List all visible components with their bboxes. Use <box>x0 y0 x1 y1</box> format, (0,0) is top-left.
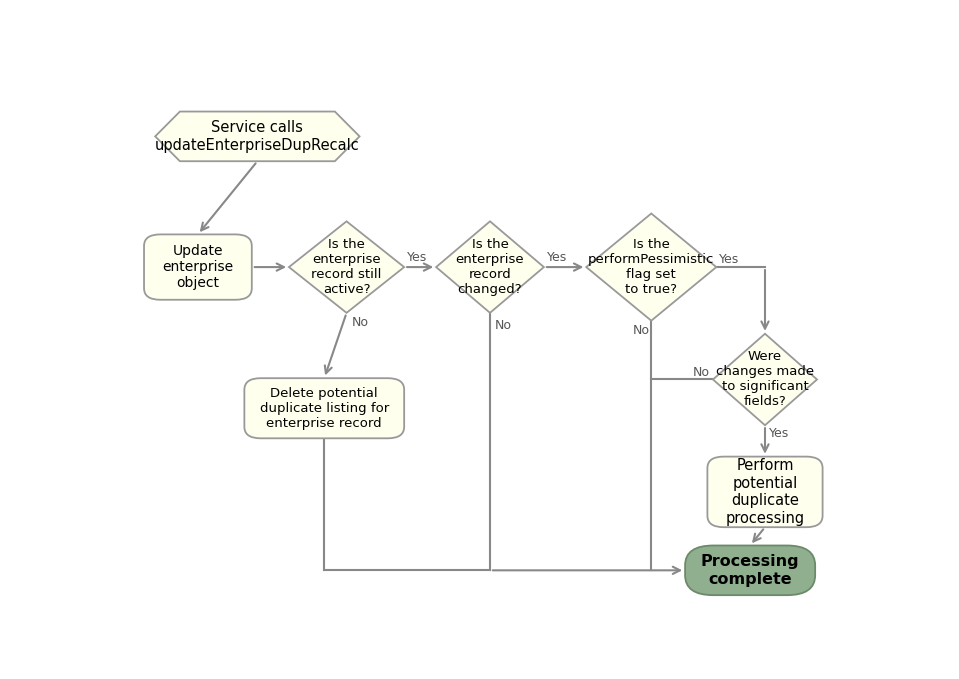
Text: Yes: Yes <box>408 251 428 264</box>
Text: Is the
enterprise
record still
active?: Is the enterprise record still active? <box>312 238 382 296</box>
Text: Yes: Yes <box>719 253 739 266</box>
Text: Perform
potential
duplicate
processing: Perform potential duplicate processing <box>725 458 805 526</box>
FancyBboxPatch shape <box>685 545 815 595</box>
Text: No: No <box>633 324 649 337</box>
Text: Were
changes made
to significant
fields?: Were changes made to significant fields? <box>716 350 814 409</box>
Text: Is the
performPessimistic
flag set
to true?: Is the performPessimistic flag set to tr… <box>588 238 714 296</box>
FancyBboxPatch shape <box>245 378 404 439</box>
Polygon shape <box>713 334 817 425</box>
Polygon shape <box>155 111 360 161</box>
FancyBboxPatch shape <box>144 234 252 299</box>
Polygon shape <box>289 221 404 313</box>
FancyBboxPatch shape <box>708 456 823 527</box>
Text: No: No <box>495 319 512 333</box>
Polygon shape <box>586 213 716 320</box>
Text: Update
enterprise
object: Update enterprise object <box>162 244 233 291</box>
Text: Yes: Yes <box>547 251 567 264</box>
Text: Processing
complete: Processing complete <box>701 554 800 587</box>
Text: Yes: Yes <box>769 427 789 440</box>
Text: Service calls
updateEnterpriseDupRecalc: Service calls updateEnterpriseDupRecalc <box>155 120 360 153</box>
Polygon shape <box>436 221 544 313</box>
Text: Delete potential
duplicate listing for
enterprise record: Delete potential duplicate listing for e… <box>260 387 389 430</box>
Text: No: No <box>692 366 710 379</box>
Text: Is the
enterprise
record
changed?: Is the enterprise record changed? <box>456 238 525 296</box>
Text: No: No <box>352 316 369 329</box>
